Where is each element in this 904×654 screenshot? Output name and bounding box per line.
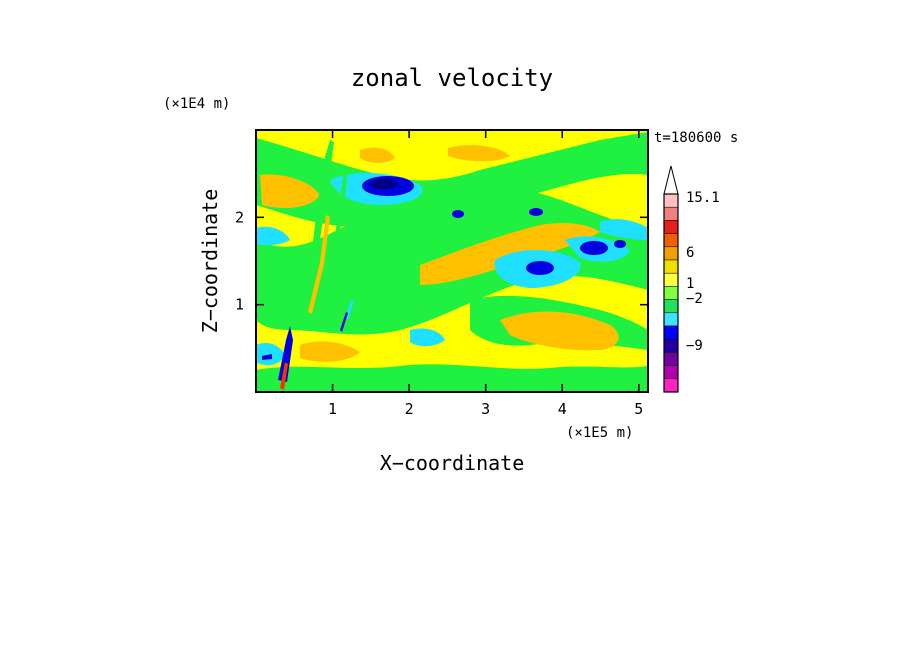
field-band — [410, 328, 445, 347]
colorbar-label: −9 — [686, 338, 703, 354]
colorbar-label: −2 — [686, 291, 703, 307]
colorbar-swatch — [663, 378, 679, 393]
x-scale-label: (×1E5 m) — [566, 425, 633, 441]
field-streak — [316, 170, 348, 322]
x-axis-label: X−coordinate — [380, 451, 525, 475]
colorbar-swatch — [663, 338, 679, 353]
colorbar-swatch — [663, 312, 679, 327]
y-tick-label: 2 — [235, 208, 244, 226]
field-eddy — [526, 261, 554, 275]
field-eddy — [452, 210, 464, 218]
field-eddy — [370, 179, 398, 189]
y-axis-label: Z−coordinate — [198, 189, 222, 334]
field-streak — [300, 140, 334, 302]
colorbar-swatch — [663, 246, 679, 261]
field-streak — [340, 312, 348, 332]
y-scale-label: (×1E4 m) — [163, 96, 230, 112]
x-tick-label: 1 — [328, 400, 337, 418]
field-band — [256, 364, 648, 392]
contour-field — [256, 130, 648, 392]
field-streak — [262, 354, 272, 360]
field-streak — [280, 362, 288, 390]
field-eddy — [529, 208, 543, 216]
colorbar-swatch — [663, 365, 679, 380]
time-label: t=180600 s — [654, 130, 738, 146]
field-band — [500, 311, 619, 351]
colorbar-frame — [663, 193, 679, 393]
colorbar-swatch — [663, 325, 679, 340]
field-eddy — [580, 241, 608, 255]
plot-frame — [255, 129, 649, 393]
x-tick-label: 3 — [481, 400, 490, 418]
colorbar-swatch — [663, 233, 679, 248]
colorbar-swatch — [663, 272, 679, 287]
colorbar-swatch — [663, 206, 679, 221]
field-streak — [278, 326, 293, 382]
colorbar-swatch — [663, 299, 679, 314]
field-band — [260, 174, 320, 208]
field-streak — [308, 215, 330, 314]
colorbar-label: 15.1 — [686, 190, 720, 206]
colorbar-swatch — [663, 259, 679, 274]
colorbar-swatch — [663, 286, 679, 300]
field-band — [600, 219, 648, 240]
colorbar-swatch — [663, 193, 679, 208]
x-tick-label: 4 — [558, 400, 567, 418]
field-band — [360, 147, 395, 163]
field-band — [256, 132, 648, 227]
field-band — [256, 226, 290, 246]
y-axis: 12 — [235, 208, 648, 314]
colorbar-label: 1 — [686, 276, 694, 292]
colorbar — [663, 165, 679, 393]
chart-title: zonal velocity — [351, 64, 553, 92]
colorbar-swatch — [663, 220, 679, 234]
colorbar-extend-top — [663, 165, 679, 195]
field-eddy — [614, 240, 626, 248]
field-band — [300, 341, 360, 362]
colorbar-swatch — [663, 352, 679, 366]
x-tick-label: 2 — [405, 400, 414, 418]
colorbar-label: 6 — [686, 245, 694, 261]
colorbar-labels: 15.1 6 1−2 −9 — [686, 190, 720, 354]
y-tick-label: 1 — [235, 296, 244, 314]
field-band — [448, 145, 510, 162]
x-axis: 1 2 3 4 5 — [328, 130, 643, 418]
x-tick-label: 5 — [634, 400, 643, 418]
